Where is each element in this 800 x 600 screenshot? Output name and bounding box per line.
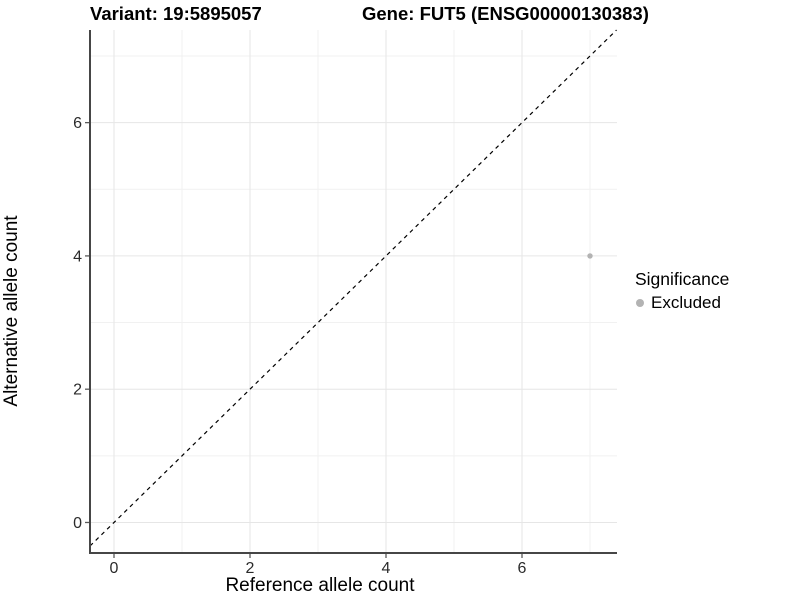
y-tick-label: 4 bbox=[73, 248, 82, 265]
x-tick-label: 4 bbox=[382, 560, 391, 577]
legend-title: Significance bbox=[635, 269, 730, 289]
x-tick-label: 2 bbox=[246, 560, 255, 577]
y-tick-label: 0 bbox=[73, 515, 82, 532]
plot-title-gene: Gene: FUT5 (ENSG00000130383) bbox=[362, 3, 649, 24]
y-tick-label: 2 bbox=[73, 382, 82, 399]
legend-entry-label: Excluded bbox=[651, 293, 721, 312]
x-tick-label: 0 bbox=[110, 560, 119, 577]
x-tick-label: 6 bbox=[518, 560, 527, 577]
legend-entry-excluded: Excluded bbox=[635, 293, 729, 313]
legend-key-dot-icon bbox=[636, 299, 644, 307]
x-axis-title: Reference allele count bbox=[225, 575, 415, 596]
identity-line bbox=[89, 29, 617, 547]
legend: Significance Excluded bbox=[635, 269, 729, 313]
plot-title-variant: Variant: 19:5895057 bbox=[90, 3, 262, 24]
y-axis-title: Alternative allele count bbox=[1, 215, 22, 407]
data-point bbox=[587, 253, 593, 259]
y-tick-label: 6 bbox=[73, 115, 82, 132]
